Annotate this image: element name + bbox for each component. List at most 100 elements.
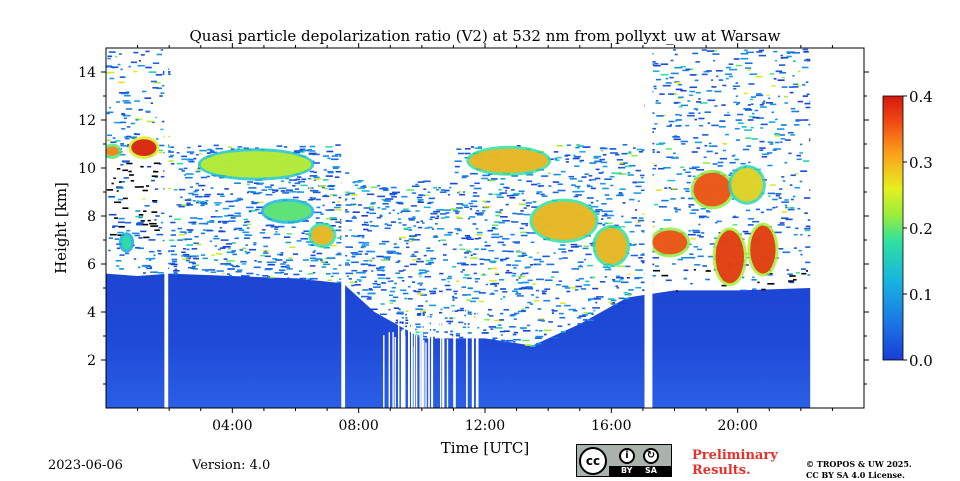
cloud-pixel bbox=[755, 75, 763, 78]
cloud-pixel bbox=[802, 119, 809, 121]
cloud-pixel bbox=[202, 229, 207, 231]
cloud-pixel bbox=[369, 292, 376, 295]
cloud-pixel bbox=[360, 272, 366, 274]
cloud-pixel bbox=[430, 212, 438, 215]
colorbar-gradient bbox=[882, 95, 904, 361]
cloud-pixel bbox=[396, 321, 404, 324]
cloud-pixel bbox=[129, 136, 137, 138]
cloud-pixel bbox=[457, 229, 462, 232]
cloud-pixel bbox=[292, 253, 299, 255]
cloud-pixel bbox=[323, 263, 331, 266]
cloud-pixel bbox=[520, 210, 524, 212]
cloud-pixel bbox=[219, 176, 225, 179]
cloud-pixel bbox=[428, 322, 432, 325]
cloud-pixel bbox=[449, 186, 452, 189]
cloud-pixel bbox=[706, 211, 711, 213]
cloud-pixel bbox=[652, 275, 657, 277]
cloud-pixel bbox=[334, 176, 340, 178]
cloud-pixel bbox=[219, 195, 225, 197]
cloud-pixel bbox=[658, 142, 666, 145]
cloud-pixel bbox=[460, 271, 464, 273]
cloud-pixel bbox=[313, 176, 320, 179]
cloud-pixel bbox=[506, 264, 511, 266]
cloud-pixel bbox=[601, 171, 604, 173]
cloud-pixel bbox=[609, 175, 615, 178]
cloud-pixel bbox=[557, 156, 562, 159]
cloud-pixel bbox=[532, 201, 537, 203]
cloud-pixel bbox=[743, 92, 749, 95]
cloud-pixel bbox=[489, 279, 497, 282]
cloud-pixel bbox=[689, 253, 694, 255]
cloud-pixel bbox=[761, 156, 768, 158]
cloud-pixel bbox=[335, 229, 341, 232]
cloud-pixel bbox=[445, 288, 452, 291]
cloud-pixel bbox=[716, 75, 719, 78]
cloud-pixel bbox=[748, 83, 755, 85]
cloud-pixel bbox=[588, 179, 592, 181]
cloud-pixel bbox=[452, 299, 455, 301]
cloud-pixel bbox=[719, 120, 726, 122]
cloud-pixel bbox=[204, 193, 211, 196]
cloud-pixel bbox=[200, 204, 205, 207]
cloud-pixel bbox=[478, 237, 482, 239]
cloud-pixel bbox=[429, 290, 436, 293]
cloud-pixel bbox=[673, 207, 678, 209]
cloud-pixel bbox=[464, 252, 469, 254]
cloud-pixel bbox=[398, 308, 401, 311]
cloud-pixel bbox=[456, 280, 460, 283]
cloud-pixel bbox=[535, 342, 542, 345]
cloud-pixel bbox=[286, 264, 290, 267]
cloud-pixel bbox=[194, 235, 199, 238]
cloud-pixel bbox=[464, 152, 471, 155]
cloud-pixel bbox=[481, 248, 487, 251]
cloud-pixel bbox=[214, 245, 217, 247]
cloud-pixel bbox=[487, 179, 490, 181]
cloud-pixel bbox=[145, 266, 148, 268]
cloud-pixel bbox=[253, 182, 259, 184]
cloud-pixel bbox=[425, 263, 432, 265]
cloud-pixel bbox=[210, 187, 214, 189]
depolarization-features bbox=[106, 136, 779, 287]
cloud-pixel bbox=[624, 165, 633, 168]
cloud-pixel bbox=[405, 319, 410, 322]
cloud-pixel bbox=[191, 223, 197, 225]
cloud-pixel bbox=[404, 297, 407, 300]
cloud-pixel bbox=[243, 224, 248, 227]
cloud-pixel bbox=[418, 200, 422, 202]
cloud-pixel bbox=[246, 206, 254, 209]
cloud-pixel bbox=[176, 152, 180, 154]
cloud-pixel bbox=[280, 265, 287, 268]
cloud-pixel bbox=[744, 49, 748, 52]
cloud-pixel bbox=[573, 309, 578, 312]
cloud-pixel bbox=[353, 235, 361, 238]
cloud-pixel bbox=[513, 331, 518, 334]
cloud-pixel bbox=[408, 325, 412, 327]
cloud-pixel bbox=[445, 212, 450, 214]
cloud-pixel bbox=[131, 137, 137, 139]
cloud-pixel bbox=[283, 236, 291, 238]
cloud-pixel bbox=[696, 234, 701, 237]
cloud-pixel bbox=[230, 217, 236, 219]
cloud-pixel bbox=[308, 153, 315, 155]
cloud-pixel bbox=[501, 339, 505, 342]
cloud-pixel bbox=[515, 293, 522, 295]
cloud-pixel bbox=[734, 158, 739, 161]
cloud-pixel bbox=[382, 203, 389, 205]
cloud-pixel bbox=[110, 141, 117, 143]
cloud-pixel bbox=[506, 269, 510, 272]
cloud-pixel bbox=[677, 258, 684, 261]
cloud-pixel bbox=[439, 191, 447, 193]
cloud-pixel bbox=[462, 175, 469, 177]
cloud-pixel bbox=[121, 113, 126, 116]
cloud-pixel bbox=[391, 286, 396, 289]
cloud-pixel bbox=[452, 334, 460, 337]
cloud-pixel bbox=[623, 162, 628, 164]
cloud-pixel bbox=[474, 212, 483, 215]
cloud-pixel bbox=[574, 185, 581, 188]
cloud-pixel bbox=[479, 292, 486, 294]
cloud-pixel bbox=[654, 123, 658, 125]
cloud-pixel bbox=[467, 332, 473, 334]
chart-title: Quasi particle depolarization ratio (V2)… bbox=[189, 27, 780, 45]
cloud-pixel bbox=[466, 299, 471, 301]
